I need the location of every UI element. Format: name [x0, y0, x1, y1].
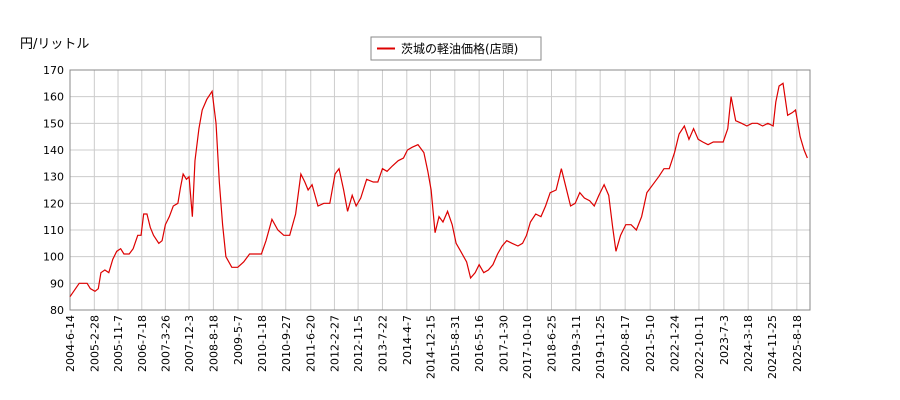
x-tick-label: 2012-11-5 — [352, 315, 365, 372]
y-tick-label: 140 — [43, 144, 64, 157]
x-tick-label: 2014-12-15 — [424, 315, 437, 379]
x-tick-label: 2020-8-17 — [619, 315, 632, 372]
x-tick-label: 2011-6-20 — [305, 315, 318, 372]
x-tick-label: 2010-1-18 — [256, 315, 269, 372]
x-tick-label: 2006-7-18 — [136, 315, 149, 372]
x-tick-label: 2017-1-30 — [497, 315, 510, 372]
y-tick-label: 160 — [43, 91, 64, 104]
x-tick-label: 2024-11-25 — [766, 315, 779, 379]
x-tick-label: 2005-2-28 — [88, 315, 101, 372]
x-tick-label: 2021-5-10 — [644, 315, 657, 372]
x-tick-label: 2014-4-7 — [401, 315, 414, 365]
x-tick-label: 2013-7-22 — [376, 315, 389, 372]
x-tick-label: 2015-8-31 — [449, 315, 462, 372]
x-tick-label: 2024-3-18 — [742, 315, 755, 372]
y-tick-label: 100 — [43, 251, 64, 264]
x-tick-label: 2007-12-3 — [183, 315, 196, 372]
y-axis-title: 円/リットル — [20, 37, 89, 52]
x-tick-label: 2019-11-25 — [594, 315, 607, 379]
legend-label: 茨城の軽油価格(店頭) — [401, 41, 518, 56]
x-tick-label: 2010-9-27 — [280, 315, 293, 372]
x-tick-label: 2025-8-18 — [791, 315, 804, 372]
y-tick-label: 130 — [43, 171, 64, 184]
x-tick-label: 2022-1-24 — [668, 315, 681, 372]
x-tick-label: 2009-5-7 — [232, 315, 245, 365]
x-tick-label: 2016-5-16 — [473, 315, 486, 372]
x-tick-label: 2004-6-14 — [64, 315, 77, 372]
x-tick-label: 2007-3-26 — [159, 315, 172, 372]
legend-box — [370, 36, 542, 61]
x-tick-label: 2012-2-27 — [328, 315, 341, 372]
y-tick-label: 150 — [43, 117, 64, 130]
x-tick-label: 2008-8-18 — [207, 315, 220, 372]
y-tick-label: 120 — [43, 197, 64, 210]
x-tick-label: 2017-10-10 — [521, 315, 534, 379]
y-tick-label: 110 — [43, 224, 64, 237]
plot-frame — [69, 69, 811, 311]
x-tick-label: 2018-6-25 — [545, 315, 558, 372]
y-tick-label: 90 — [50, 277, 64, 290]
y-tick-label: 80 — [50, 304, 64, 317]
x-tick-label: 2005-11-7 — [112, 315, 125, 372]
x-tick-label: 2022-10-11 — [693, 315, 706, 379]
x-tick-label: 2023-7-3 — [718, 315, 731, 365]
data-line — [69, 82, 808, 298]
y-tick-label: 170 — [43, 64, 64, 77]
x-tick-label: 2019-3-11 — [570, 315, 583, 372]
